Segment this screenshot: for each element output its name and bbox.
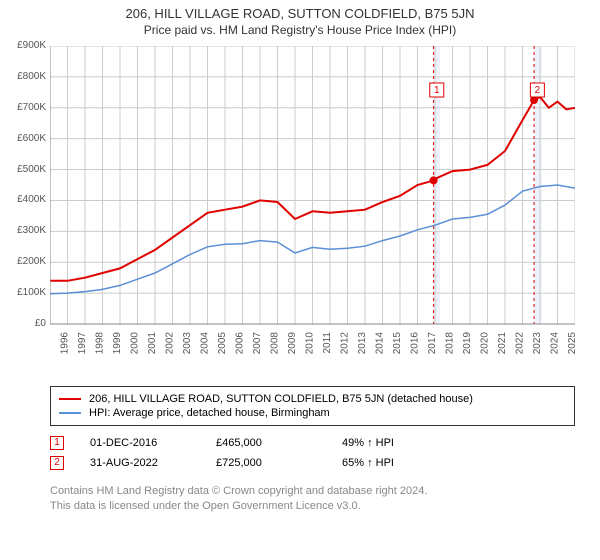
y-tick-label: £900K	[17, 40, 46, 51]
line-chart: 1995 1996 1997 1998 1999 2000 2001 2002 2003 2004…	[50, 46, 575, 374]
x-tick-label: 2017	[427, 332, 438, 355]
x-tick-label: 2008	[270, 332, 281, 355]
x-tick-label: 2022	[515, 332, 526, 355]
x-tick-label: 2005	[217, 332, 228, 355]
attribution-line: Contains HM Land Registry data © Crown c…	[50, 484, 575, 499]
x-tick-label: 1996	[60, 332, 71, 355]
chart-title: 206, HILL VILLAGE ROAD, SUTTON COLDFIELD…	[0, 6, 600, 21]
x-tick-label: 2019	[462, 332, 473, 355]
y-tick-label: £0	[35, 318, 46, 329]
x-tick-label: 2009	[287, 332, 298, 355]
x-tick-label: 2000	[130, 332, 141, 355]
x-tick-label: 2001	[147, 332, 158, 355]
marker-price: £725,000	[216, 457, 316, 469]
x-tick-label: 2002	[165, 332, 176, 355]
marker-date: 01-DEC-2016	[90, 437, 190, 449]
x-tick-label: 2021	[497, 332, 508, 355]
y-tick-label: £600K	[17, 133, 46, 144]
x-tick-label: 2020	[480, 332, 491, 355]
x-tick-label: 1998	[95, 332, 106, 355]
x-tick-label: 1999	[112, 332, 123, 355]
chart-area: 1995 1996 1997 1998 1999 2000 2001 2002 2003 2004…	[50, 46, 575, 374]
x-tick-label: 1997	[77, 332, 88, 355]
marker-badge-label: 1	[434, 85, 440, 96]
x-tick-label: 2023	[532, 332, 543, 355]
marker-badge: 1	[50, 436, 64, 450]
legend-swatch	[59, 398, 81, 400]
legend-item: HPI: Average price, detached house, Birm…	[59, 407, 566, 419]
x-tick-label: 2011	[322, 332, 333, 354]
attribution: Contains HM Land Registry data © Crown c…	[50, 484, 575, 514]
legend-label: 206, HILL VILLAGE ROAD, SUTTON COLDFIELD…	[89, 393, 473, 405]
x-tick-label: 2016	[410, 332, 421, 355]
y-tick-label: £500K	[17, 164, 46, 175]
x-tick-label: 2024	[550, 332, 561, 355]
marker-pct: 49% ↑ HPI	[342, 437, 442, 449]
x-tick-label: 2013	[357, 332, 368, 355]
y-tick-label: £400K	[17, 194, 46, 205]
marker-price: £465,000	[216, 437, 316, 449]
y-tick-label: £800K	[17, 71, 46, 82]
x-tick-label: 2012	[340, 332, 351, 355]
title-block: 206, HILL VILLAGE ROAD, SUTTON COLDFIELD…	[0, 0, 600, 39]
x-tick-label: 2007	[252, 332, 263, 355]
y-tick-label: £300K	[17, 225, 46, 236]
marker-pct: 65% ↑ HPI	[342, 457, 442, 469]
x-tick-label: 1995	[50, 332, 53, 355]
marker-badge-label: 2	[535, 85, 541, 96]
x-tick-label: 2003	[182, 332, 193, 355]
marker-row: 1 01-DEC-2016 £465,000 49% ↑ HPI	[50, 436, 575, 450]
x-tick-label: 2014	[375, 332, 386, 355]
marker-dot	[430, 176, 438, 184]
marker-table: 1 01-DEC-2016 £465,000 49% ↑ HPI 2 31-AUG-202…	[50, 430, 575, 476]
x-tick-label: 2006	[235, 332, 246, 355]
x-tick-label: 2004	[200, 332, 211, 355]
x-tick-label: 2025	[567, 332, 575, 355]
y-tick-label: £700K	[17, 102, 46, 113]
x-tick-label: 2010	[305, 332, 316, 355]
x-tick-label: 2018	[445, 332, 456, 355]
x-tick-label: 2015	[392, 332, 403, 355]
marker-badge: 2	[50, 456, 64, 470]
marker-date: 31-AUG-2022	[90, 457, 190, 469]
legend-item: 206, HILL VILLAGE ROAD, SUTTON COLDFIELD…	[59, 393, 566, 405]
chart-subtitle: Price paid vs. HM Land Registry's House …	[0, 23, 600, 37]
legend: 206, HILL VILLAGE ROAD, SUTTON COLDFIELD…	[50, 386, 575, 426]
y-tick-label: £100K	[17, 287, 46, 298]
legend-label: HPI: Average price, detached house, Birm…	[89, 407, 330, 419]
y-tick-label: £200K	[17, 256, 46, 267]
legend-swatch	[59, 412, 81, 414]
attribution-line: This data is licensed under the Open Gov…	[50, 499, 575, 514]
marker-row: 2 31-AUG-2022 £725,000 65% ↑ HPI	[50, 456, 575, 470]
